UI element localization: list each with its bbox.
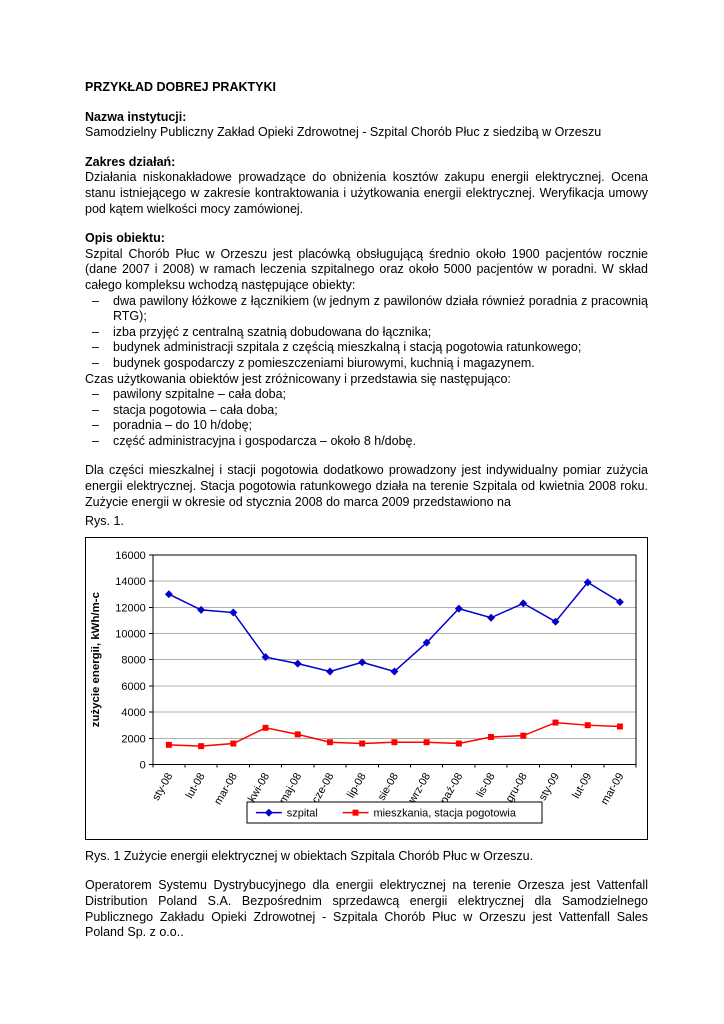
object-heading: Opis obiektu: — [85, 231, 165, 246]
svg-text:sty-09: sty-09 — [537, 771, 562, 803]
section-operator: Operatorem Systemu Dystrybucyjnego dla e… — [85, 878, 648, 940]
svg-text:16000: 16000 — [115, 550, 145, 562]
usage-intro: Czas użytkowania obiektów jest zróżnicow… — [85, 371, 511, 386]
section-measurement: Dla części mieszkalnej i stacji pogotowi… — [85, 463, 648, 510]
svg-text:lut-08: lut-08 — [184, 771, 208, 801]
svg-text:sty-08: sty-08 — [150, 771, 175, 803]
section-scope: Zakres działań: Działania niskonakładowe… — [85, 155, 648, 217]
list-item: budynek administracji szpitala z częścią… — [85, 340, 648, 356]
section-institution: Nazwa instytucji: Samodzielny Publiczny … — [85, 110, 648, 141]
y-axis: 0 2000 4000 6000 8000 10000 12000 14000 16000 — [115, 550, 153, 771]
list-item: budynek gospodarczy z pomieszczeniami bi… — [85, 356, 648, 372]
plot-border — [152, 554, 637, 765]
svg-text:szpital: szpital — [287, 808, 318, 820]
svg-text:sie-08: sie-08 — [376, 771, 401, 803]
svg-text:cze-08: cze-08 — [310, 771, 337, 805]
svg-text:zużycie energii, kWh/m-c: zużycie energii, kWh/m-c — [90, 591, 102, 727]
figure-reference: Rys. 1. — [85, 514, 124, 529]
svg-text:lis-08: lis-08 — [474, 771, 497, 800]
list-item: część administracyjna i gospodarcza – ok… — [85, 434, 648, 450]
svg-text:4000: 4000 — [121, 707, 145, 719]
svg-text:lip-08: lip-08 — [345, 771, 369, 800]
series-0 — [164, 578, 624, 676]
institution-text: Samodzielny Publiczny Zakład Opieki Zdro… — [85, 125, 602, 140]
svg-text:mieszkania, stacja pogotowia: mieszkania, stacja pogotowia — [373, 808, 516, 820]
svg-text:mar-08: mar-08 — [212, 771, 240, 807]
list-item: izba przyjęć z centralną szatnią dobudow… — [85, 325, 648, 341]
svg-text:kwi-08: kwi-08 — [246, 771, 272, 804]
svg-text:lut-09: lut-09 — [570, 771, 594, 801]
series-1 — [165, 719, 623, 749]
svg-text:6000: 6000 — [121, 681, 145, 693]
list-item: stacja pogotowia – cała doba; — [85, 403, 648, 419]
svg-text:8000: 8000 — [121, 655, 145, 667]
svg-text:gru-08: gru-08 — [504, 771, 530, 804]
object-intro: Szpital Chorób Płuc w Orzeszu jest placó… — [85, 246, 648, 292]
x-axis: sty-08 lut-08 mar-08 kwi-08 maj-08 cze-08 lip-… — [150, 764, 637, 807]
legend: szpital mieszkania, stacja pogotowia — [246, 801, 543, 824]
list-item: pawilony szpitalne – cała doba; — [85, 387, 648, 403]
svg-text:10000: 10000 — [115, 628, 145, 640]
scope-text: Działania niskonakładowe prowadzące do o… — [85, 170, 648, 216]
svg-text:wrz-08: wrz-08 — [406, 771, 433, 806]
list-item: poradnia – do 10 h/dobę; — [85, 418, 648, 434]
svg-text:12000: 12000 — [115, 602, 145, 614]
buildings-list: dwa pawilony łóżkowe z łącznikiem (w jed… — [85, 294, 648, 372]
gridlines — [152, 554, 637, 739]
measurement-text: Dla części mieszkalnej i stacji pogotowi… — [85, 463, 648, 509]
usage-list: pawilony szpitalne – cała doba; stacja p… — [85, 387, 648, 449]
energy-chart-figure: 0 2000 4000 6000 8000 10000 12000 14000 16000 sty… — [85, 536, 648, 840]
scope-heading: Zakres działań: — [85, 154, 176, 169]
operator-text: Operatorem Systemu Dystrybucyjnego dla e… — [85, 878, 648, 940]
y-axis-title: zużycie energii, kWh/m-c — [90, 591, 102, 727]
energy-consumption-chart: 0 2000 4000 6000 8000 10000 12000 14000 16000 sty… — [90, 550, 637, 824]
svg-text:maj-08: maj-08 — [277, 771, 304, 806]
list-item: dwa pawilony łóżkowe z łącznikiem (w jed… — [85, 294, 648, 325]
svg-text:0: 0 — [140, 759, 146, 771]
institution-heading: Nazwa instytucji: — [85, 109, 187, 124]
svg-text:14000: 14000 — [115, 576, 145, 588]
svg-text:2000: 2000 — [121, 733, 145, 745]
document-title: PRZYKŁAD DOBREJ PRAKTYKI — [85, 80, 276, 94]
figure-caption: Rys. 1 Zużycie energii elektrycznej w ob… — [85, 848, 534, 863]
svg-text:mar-09: mar-09 — [599, 771, 627, 807]
section-object: Opis obiektu: Szpital Chorób Płuc w Orze… — [85, 231, 648, 449]
svg-text:paź-08: paź-08 — [438, 771, 465, 806]
